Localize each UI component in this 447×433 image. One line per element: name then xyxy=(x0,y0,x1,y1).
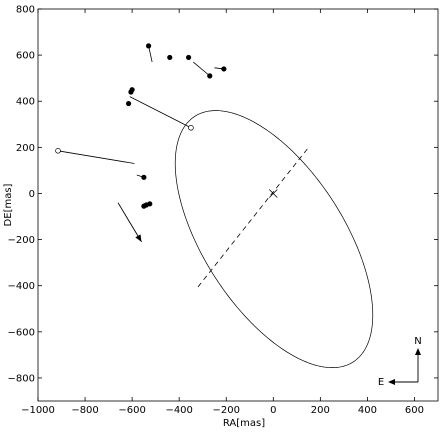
observation-point-open xyxy=(188,125,194,131)
residual-line xyxy=(129,96,192,129)
observation-point xyxy=(128,89,134,95)
observation-point xyxy=(185,54,192,61)
y-tick-label: −600 xyxy=(8,327,35,338)
residual-line xyxy=(148,45,153,63)
compass-north-label: N xyxy=(414,336,421,347)
y-tick-label: 0 xyxy=(29,189,35,200)
x-tick-label: −600 xyxy=(118,405,145,416)
observation-point-open xyxy=(55,148,61,154)
x-tick-label: −200 xyxy=(213,405,240,416)
compass: N E xyxy=(378,336,422,388)
residual-line xyxy=(193,61,211,77)
observation-point xyxy=(145,43,152,49)
observation-point xyxy=(147,201,153,207)
compass-east-arrowhead xyxy=(388,379,395,385)
axis-ticks: −1000 −800 −600 −400 −200 0 200 400 600 −800 −600 −… xyxy=(8,5,438,416)
y-tick-label: 200 xyxy=(16,143,35,154)
y-tick-label: 400 xyxy=(16,97,35,108)
y-axis-label: DE[mas] xyxy=(3,183,14,226)
motion-arrow-shaft xyxy=(117,202,142,243)
observation-point xyxy=(141,174,147,180)
y-tick-label: −800 xyxy=(8,373,35,384)
plot-area xyxy=(37,8,439,402)
y-tick-label: −200 xyxy=(8,235,35,246)
x-axis-label: RA[mas] xyxy=(223,418,265,429)
x-tick-label: 600 xyxy=(405,405,424,416)
x-tick-label: −1000 xyxy=(21,405,55,416)
axes-frame xyxy=(37,8,439,402)
x-tick-label: −400 xyxy=(165,405,192,416)
y-tick-label: −400 xyxy=(8,281,35,292)
observation-point xyxy=(167,54,173,61)
compass-east-label: E xyxy=(378,377,384,388)
x-tick-label: 400 xyxy=(358,405,377,416)
observation-point xyxy=(125,100,132,107)
motion-arrow-head xyxy=(135,234,142,242)
observation-point xyxy=(221,66,227,72)
x-tick-label: 200 xyxy=(311,405,330,416)
focus-cross-b xyxy=(269,189,278,198)
observation-point xyxy=(207,73,213,79)
y-tick-label: 800 xyxy=(16,5,35,16)
x-tick-label: 0 xyxy=(270,405,276,416)
compass-north-arrowhead xyxy=(415,348,421,355)
residual-line xyxy=(57,150,135,164)
orbit-ellipse xyxy=(174,110,374,369)
y-tick-label: 600 xyxy=(16,51,35,62)
x-tick-label: −800 xyxy=(71,405,98,416)
line-of-nodes xyxy=(197,147,309,288)
